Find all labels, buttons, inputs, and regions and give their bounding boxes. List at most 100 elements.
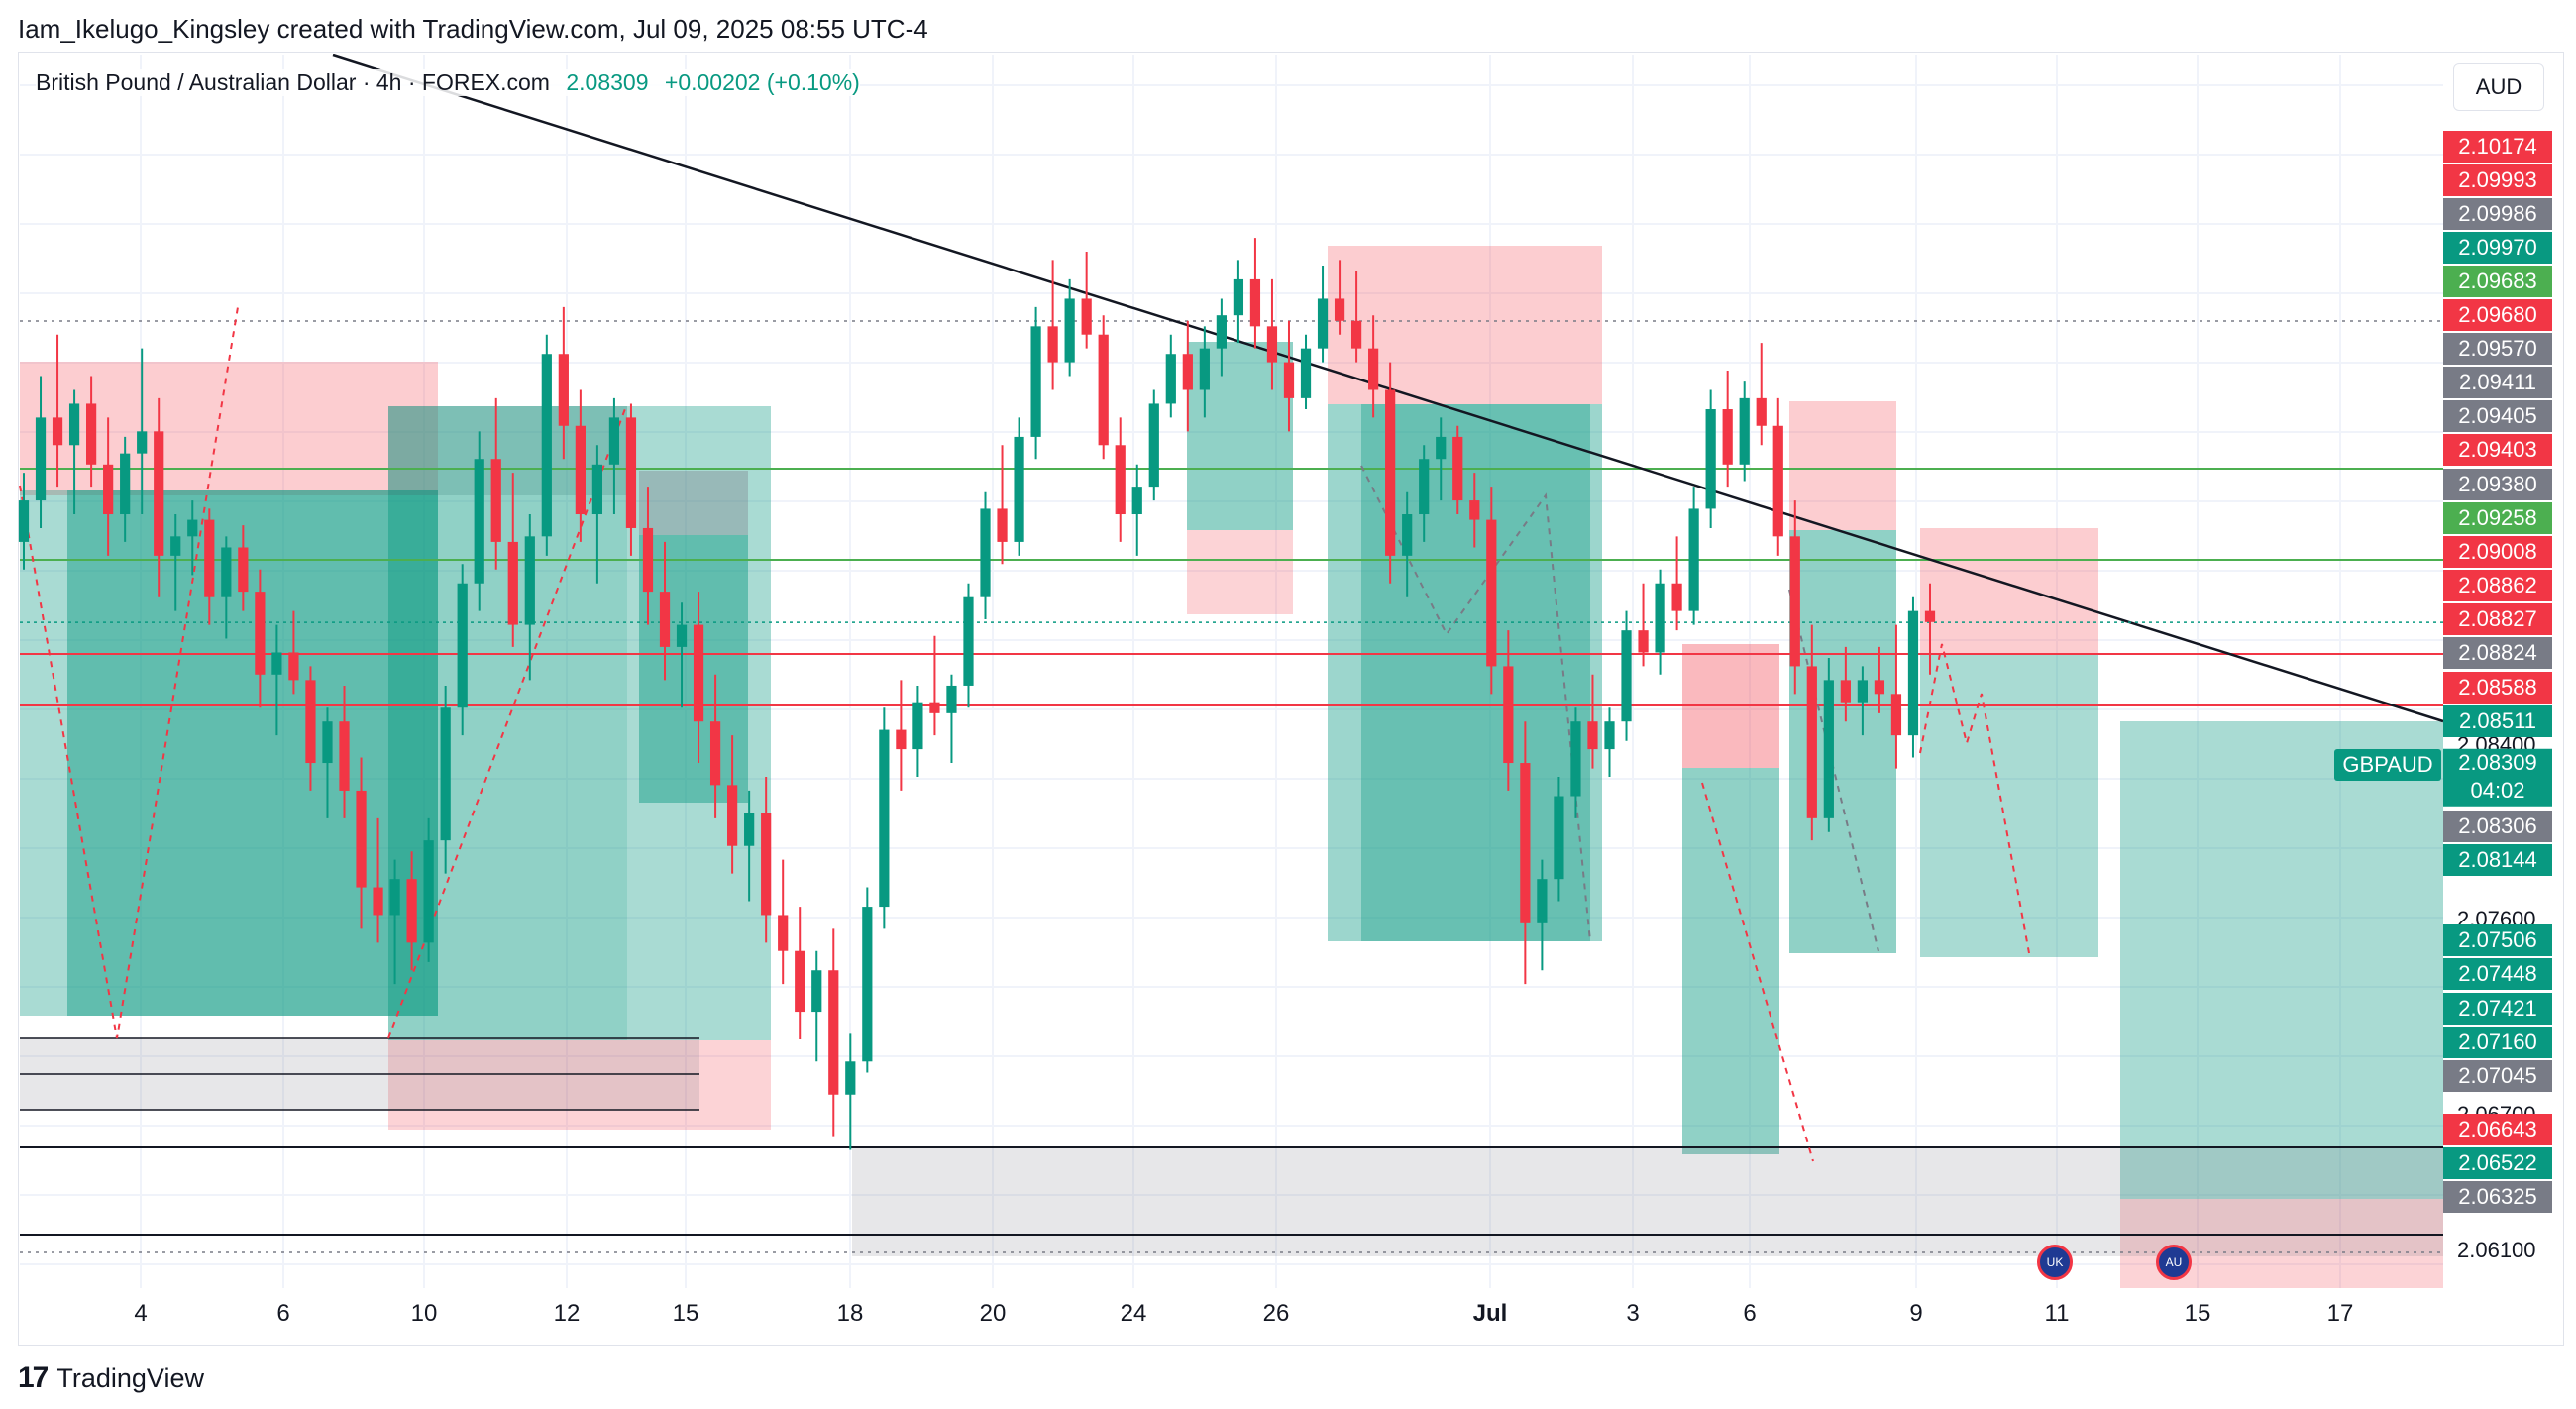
candle-body (1840, 680, 1851, 703)
candle-body (255, 592, 266, 675)
projection-path-6 (1919, 643, 2030, 954)
current-price-tag: 2.08309 04:02 (2443, 748, 2552, 807)
x-tick-label: 24 (1120, 1300, 1147, 1327)
candle-body (1098, 334, 1109, 446)
price-tag: 2.07421 (2443, 993, 2552, 1025)
candle-body (727, 785, 738, 846)
price-tag: 2.08824 (2443, 637, 2552, 669)
candle-body (1165, 354, 1176, 404)
short-stop-zone-4 (1789, 401, 1896, 530)
price-tag: 2.09405 (2443, 400, 2552, 432)
short-stop-zone (20, 362, 438, 495)
price-tag: 2.09411 (2443, 367, 2552, 398)
short-target-zone-2-inner (1361, 404, 1590, 941)
price-tag: 2.09403 (2443, 434, 2552, 466)
candle-body (541, 354, 552, 537)
candle-body (120, 453, 131, 515)
tradingview-brand[interactable]: 17 TradingView (18, 1361, 204, 1395)
price-tag: 2.07045 (2443, 1060, 2552, 1092)
candle-body (1283, 362, 1295, 398)
candle-body (608, 417, 620, 465)
candle-body (373, 887, 383, 916)
price-tag: 2.09380 (2443, 469, 2552, 500)
price-tag: 2.06522 (2443, 1147, 2552, 1179)
price-tag: 2.09993 (2443, 164, 2552, 196)
chart-credit: Iam_Ikelugo_Kingsley created with Tradin… (18, 14, 928, 44)
short-stop-zone-5 (1920, 528, 2098, 654)
candle-body (1587, 721, 1598, 750)
candle-body (1705, 409, 1716, 509)
downtrend-line (332, 54, 2444, 723)
price-tag: 2.09008 (2443, 536, 2552, 568)
candle-body (288, 652, 299, 681)
australia-flag-icon[interactable]: AU (2156, 1245, 2192, 1280)
long-target-zone-6 (2120, 721, 2443, 1199)
currency-selector[interactable]: AUD (2453, 63, 2544, 111)
price-tag: 2.08306 (2443, 811, 2552, 842)
candle-body (778, 915, 789, 951)
candle-body (339, 721, 350, 791)
candle-body (1789, 536, 1800, 667)
candle-body (1115, 445, 1126, 515)
candle-body (1266, 326, 1278, 363)
candle-body (1671, 583, 1682, 611)
price-tag: 2.09986 (2443, 198, 2552, 230)
candle-body (221, 547, 232, 597)
candle-body (1823, 680, 1834, 818)
projection-path-5 (1788, 589, 1879, 952)
price-tag: 2.07448 (2443, 958, 2552, 990)
candle-body (1688, 508, 1699, 611)
brand-label: TradingView (56, 1362, 204, 1393)
x-tick-label: 11 (2044, 1300, 2070, 1327)
candle-body (137, 431, 148, 454)
candle-body (1772, 425, 1783, 537)
candle-body (659, 592, 671, 647)
candle-body (18, 500, 30, 542)
candle-body (1756, 397, 1767, 426)
candle-body (68, 403, 80, 446)
chart-frame (18, 52, 2564, 1346)
candle-body (35, 417, 47, 501)
candle-body (1722, 409, 1733, 465)
x-tick-label: 18 (836, 1300, 864, 1327)
candle-body (1030, 326, 1041, 437)
candle-body (1216, 315, 1227, 349)
candle-body (406, 879, 417, 943)
entry-zone (388, 406, 627, 495)
x-tick-label: 20 (979, 1300, 1007, 1327)
candle-body (1131, 487, 1142, 515)
candle-body (490, 459, 501, 542)
candle-body (1419, 459, 1430, 515)
candle-body (1638, 630, 1649, 653)
candle-body (52, 417, 63, 446)
candle-body (103, 464, 114, 515)
tradingview-logo-icon: 17 (18, 1361, 49, 1394)
long-target-zone-inner (67, 490, 438, 1016)
candle-body (1537, 879, 1548, 923)
candle-body (1604, 721, 1615, 750)
x-tick-label: 6 (1743, 1300, 1757, 1327)
price-tag: 2.06643 (2443, 1114, 2552, 1145)
candle-body (440, 707, 451, 841)
candle-body (271, 652, 282, 675)
uk-flag-icon[interactable]: UK (2037, 1245, 2073, 1280)
x-tick-label: 10 (410, 1300, 438, 1327)
legend-price: 2.08309 (566, 69, 649, 95)
short-target-zone-4 (1789, 530, 1896, 953)
candle-body (1655, 583, 1665, 653)
candle-body (676, 624, 688, 647)
candle-body (1857, 680, 1869, 703)
candle-body (693, 624, 704, 722)
candle-body (1233, 278, 1244, 316)
long-stop-zone (388, 1040, 771, 1130)
candle-body (896, 729, 907, 750)
candle-body (305, 680, 316, 764)
x-tick-label: 3 (1626, 1300, 1640, 1327)
candle-body (1503, 666, 1514, 764)
candle-body (795, 950, 805, 1013)
candle-body (1300, 348, 1312, 398)
candle-body (591, 464, 603, 515)
candle-body (1368, 348, 1379, 390)
candle-body (1874, 680, 1885, 695)
